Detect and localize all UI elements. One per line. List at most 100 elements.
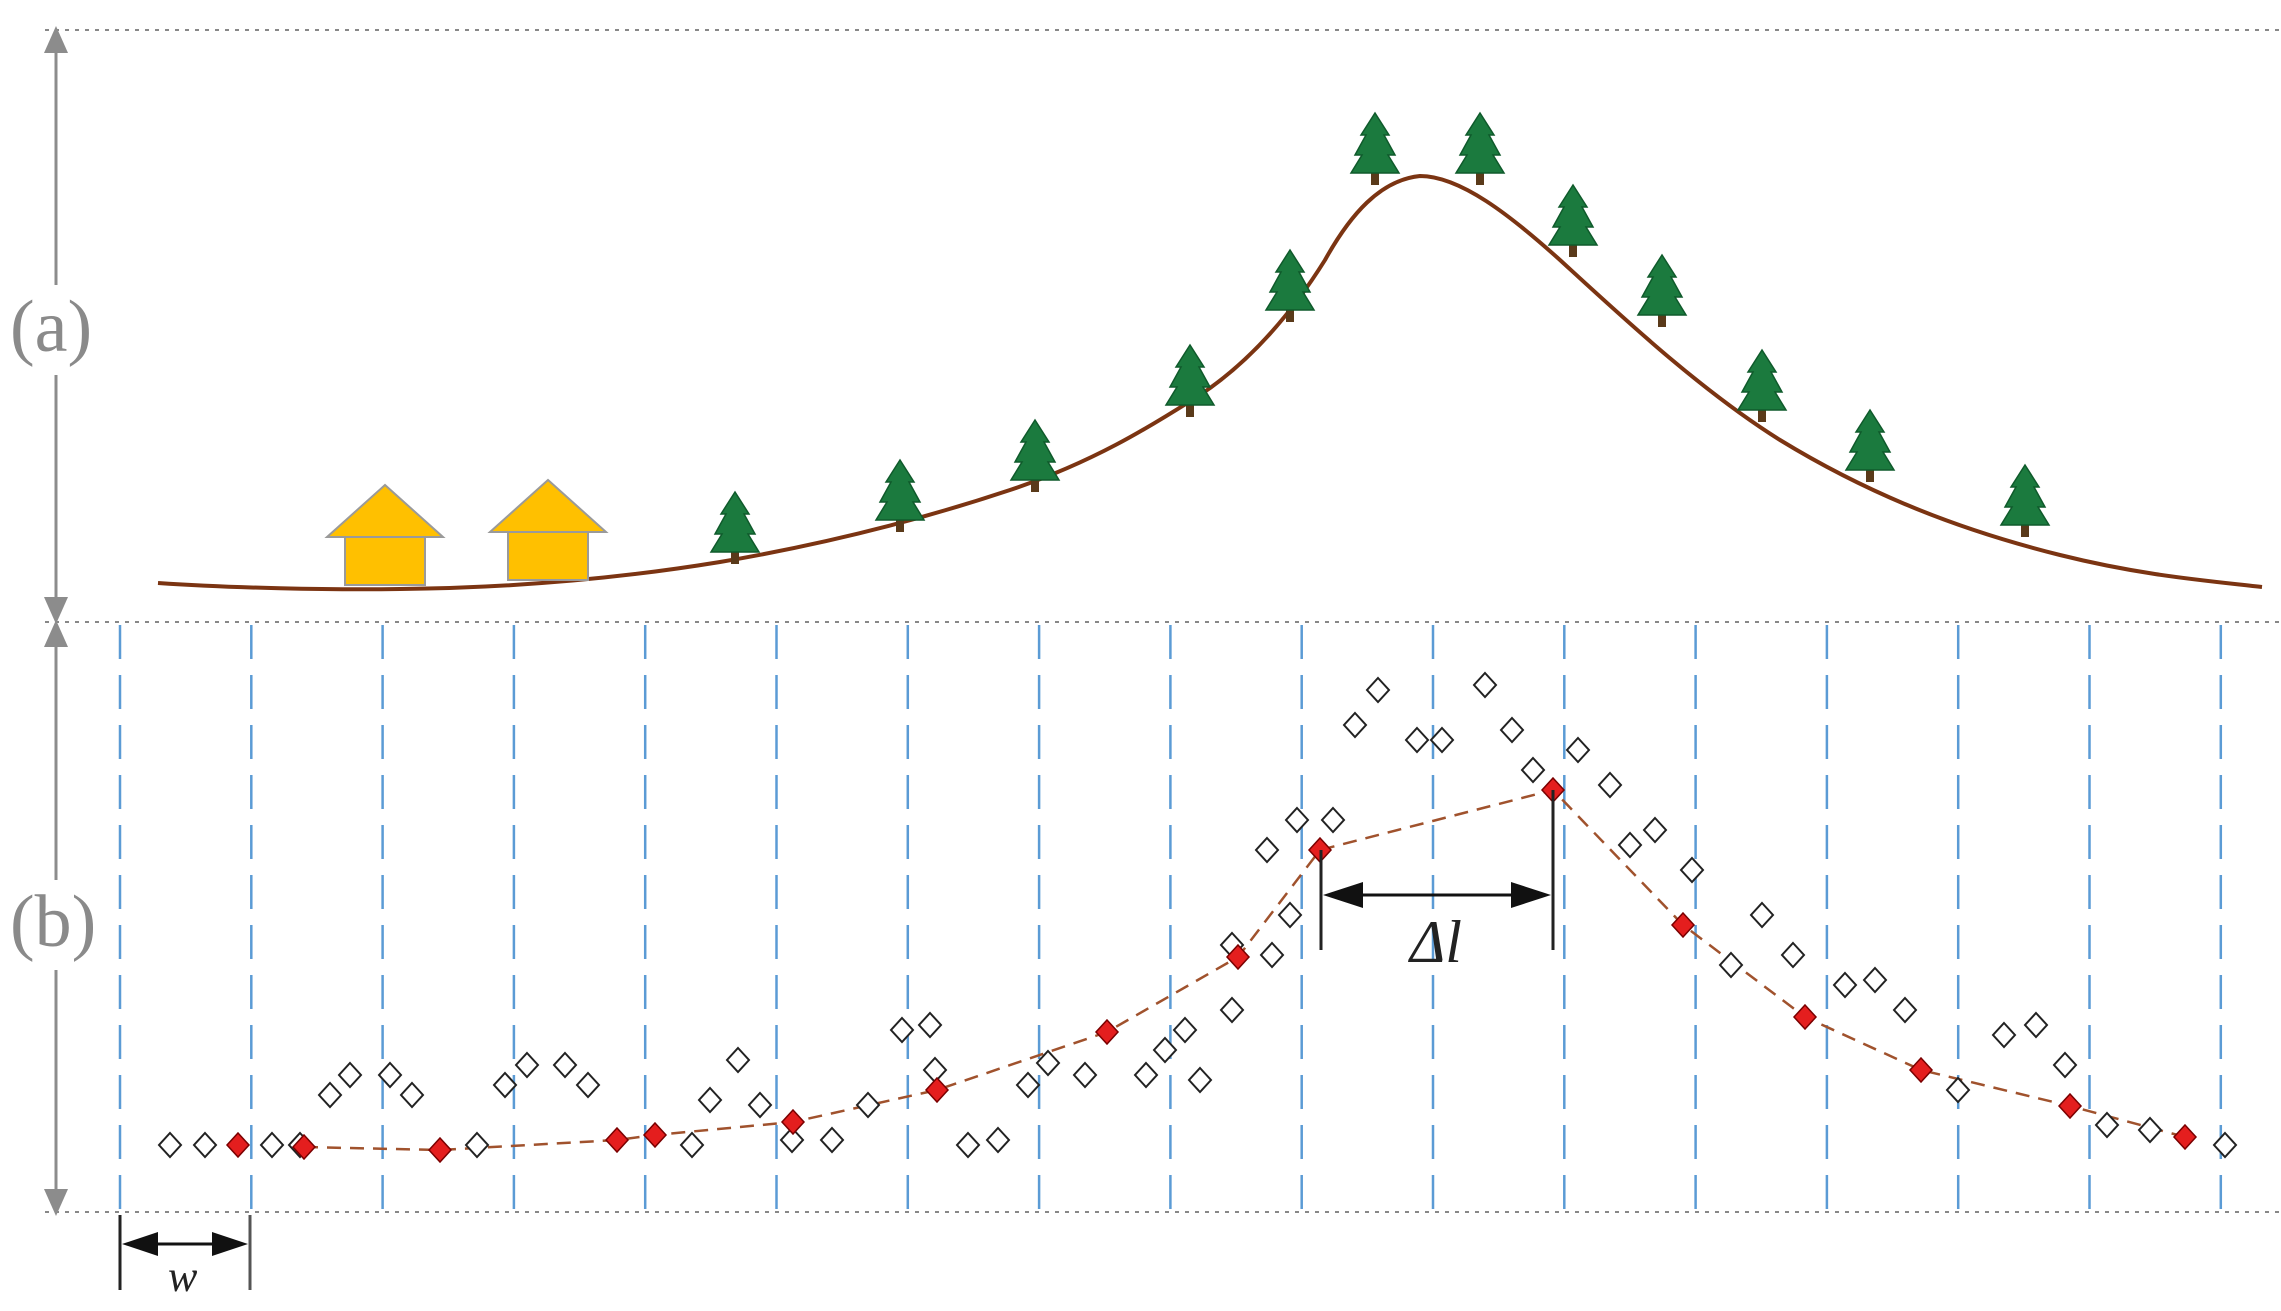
diamond-outline-icon	[1284, 806, 1310, 834]
diamond-outline-icon	[514, 1051, 540, 1079]
diamond-filled-icon	[225, 1131, 251, 1159]
diamond-outline-icon	[1152, 1036, 1178, 1064]
window-gridlines	[118, 625, 2223, 1212]
diamond-outline-icon	[157, 1131, 183, 1159]
selected-points-group	[225, 776, 2198, 1164]
diamond-outline-icon	[1365, 676, 1391, 704]
diamond-outline-icon	[819, 1126, 845, 1154]
pine-tree-icon	[1844, 408, 1896, 482]
diamond-outline-icon	[1617, 831, 1643, 859]
diamond-outline-icon	[1892, 996, 1918, 1024]
pine-tree-icon	[874, 458, 926, 532]
diamond-outline-icon	[1277, 901, 1303, 929]
terrain-profile-curve	[157, 173, 2263, 592]
diamond-outline-icon	[1187, 1066, 1213, 1094]
panel-a-label: (a)	[10, 286, 93, 368]
pine-tree-icon	[1009, 418, 1061, 492]
diamond-outline-icon	[2094, 1111, 2120, 1139]
trees-group	[709, 111, 2051, 564]
diamond-outline-icon	[679, 1131, 705, 1159]
diamond-outline-icon	[922, 1056, 948, 1084]
diamond-filled-icon	[1670, 911, 1696, 939]
pine-tree-icon	[1736, 348, 1788, 422]
diamond-outline-icon	[1862, 966, 1888, 994]
diamond-outline-icon	[985, 1126, 1011, 1154]
diamond-outline-icon	[1072, 1061, 1098, 1089]
houses-group	[324, 478, 609, 586]
diamond-outline-icon	[1642, 816, 1668, 844]
diamond-outline-icon	[399, 1081, 425, 1109]
diamond-outline-icon	[1991, 1021, 2017, 1049]
diamond-outline-icon	[1429, 726, 1455, 754]
delta-l-label: Δl	[1410, 909, 1462, 975]
pine-tree-icon	[1454, 111, 1506, 185]
pine-tree-icon	[1547, 183, 1599, 257]
house-icon	[487, 478, 609, 581]
diamond-filled-icon	[924, 1076, 950, 1104]
diamond-outline-icon	[1597, 771, 1623, 799]
diamond-outline-icon	[259, 1131, 285, 1159]
diamond-outline-icon	[855, 1091, 881, 1119]
diamond-outline-icon	[697, 1086, 723, 1114]
diamond-outline-icon	[1035, 1049, 1061, 1077]
w-left-arrowhead	[122, 1232, 158, 1256]
pine-tree-icon	[1264, 248, 1316, 322]
diamond-outline-icon	[2023, 1011, 2049, 1039]
diamond-outline-icon	[917, 1011, 943, 1039]
diamond-outline-icon	[2052, 1051, 2078, 1079]
diamond-outline-icon	[1320, 806, 1346, 834]
diamond-filled-icon	[2172, 1123, 2198, 1151]
diamond-outline-icon	[1172, 1016, 1198, 1044]
diamond-outline-icon	[337, 1061, 363, 1089]
diamond-outline-icon	[1404, 726, 1430, 754]
diamond-outline-icon	[1679, 856, 1705, 884]
pine-tree-icon	[709, 490, 761, 564]
diamond-outline-icon	[1259, 941, 1285, 969]
diamond-filled-icon	[1792, 1003, 1818, 1031]
diamond-outline-icon	[1749, 901, 1775, 929]
diamond-outline-icon	[1342, 711, 1368, 739]
diamond-outline-icon	[955, 1131, 981, 1159]
diamond-filled-icon	[642, 1121, 668, 1149]
diamond-filled-icon	[427, 1136, 453, 1164]
diamond-outline-icon	[747, 1091, 773, 1119]
diamond-outline-icon	[1472, 671, 1498, 699]
pine-tree-icon	[1164, 343, 1216, 417]
pine-tree-icon	[1636, 253, 1688, 327]
diamond-outline-icon	[575, 1071, 601, 1099]
diamond-outline-icon	[2137, 1116, 2163, 1144]
diamond-outline-icon	[1219, 996, 1245, 1024]
pine-tree-icon	[1349, 111, 1401, 185]
diamond-outline-icon	[2212, 1131, 2238, 1159]
diamond-outline-icon	[552, 1051, 578, 1079]
diamond-outline-icon	[1565, 736, 1591, 764]
diamond-outline-icon	[1780, 941, 1806, 969]
diamond-filled-icon	[2057, 1092, 2083, 1120]
diamond-outline-icon	[1945, 1076, 1971, 1104]
diamond-outline-icon	[1718, 951, 1744, 979]
delta-l-left-arrowhead	[1323, 882, 1363, 908]
pine-tree-icon	[1999, 463, 2051, 537]
diamond-filled-icon	[780, 1108, 806, 1136]
diamond-filled-icon	[1094, 1018, 1120, 1046]
w-right-arrowhead	[212, 1232, 248, 1256]
diamond-outline-icon	[317, 1081, 343, 1109]
diamond-outline-icon	[192, 1131, 218, 1159]
diamond-outline-icon	[1499, 716, 1525, 744]
diamond-filled-icon	[1908, 1056, 1934, 1084]
point-cloud-group	[157, 671, 2238, 1159]
diamond-filled-icon	[291, 1133, 317, 1161]
panel-b-label: (b)	[10, 881, 97, 963]
diamond-outline-icon	[725, 1046, 751, 1074]
diamond-outline-icon	[1520, 756, 1546, 784]
diamond-outline-icon	[1832, 971, 1858, 999]
diamond-outline-icon	[1254, 836, 1280, 864]
diamond-filled-icon	[1225, 943, 1251, 971]
diamond-outline-icon	[1133, 1061, 1159, 1089]
diamond-outline-icon	[889, 1016, 915, 1044]
diamond-outline-icon	[779, 1126, 805, 1154]
diamond-outline-icon	[464, 1131, 490, 1159]
w-label: w	[168, 1252, 198, 1301]
